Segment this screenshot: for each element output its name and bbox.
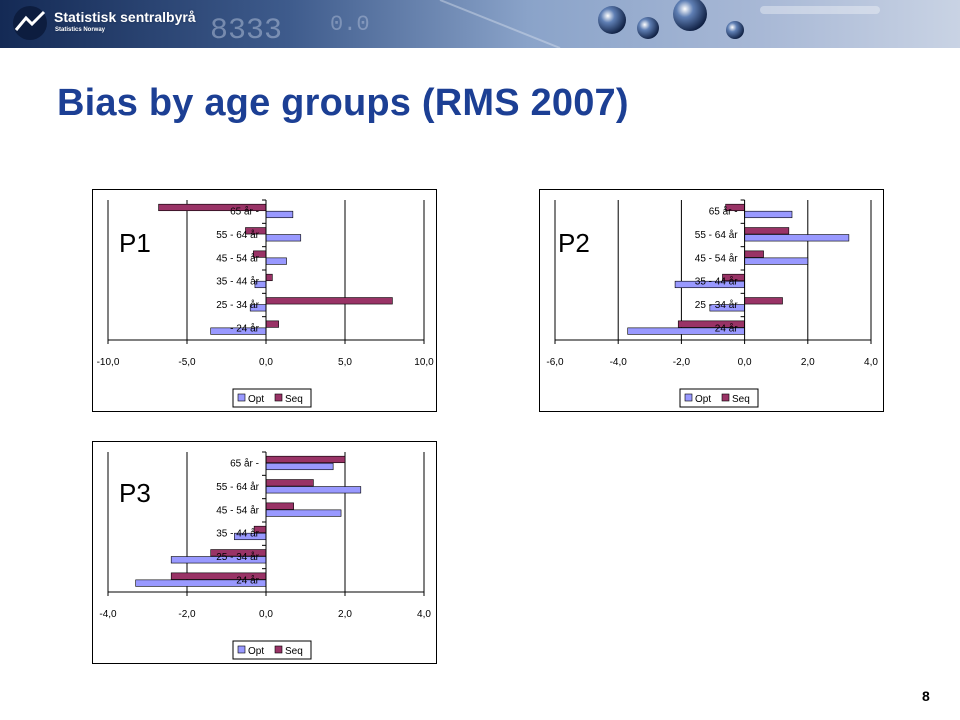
- legend-label: Seq: [285, 394, 303, 405]
- category-label: 35 - 44 år: [216, 276, 259, 288]
- bar: [265, 234, 302, 242]
- legend-box: [232, 640, 312, 660]
- chart-p3-svg: -4,0 -2,0 0,0 2,0 4,0 65 år - 55 - 64 år 45 - 5…: [99, 451, 431, 660]
- category-label: - 24 år: [230, 322, 260, 334]
- bar: [265, 479, 314, 487]
- plot-area: [555, 200, 871, 340]
- bar: [265, 455, 346, 464]
- bar: [744, 297, 783, 305]
- legend-swatch: [274, 645, 283, 654]
- x-tick-label: 2,0: [801, 357, 815, 368]
- bar: [265, 486, 362, 494]
- category-label: 24 år: [236, 574, 259, 586]
- svg-text:8333: 8333: [210, 14, 282, 48]
- category-label: 45 - 54 år: [216, 504, 259, 516]
- bar: [744, 227, 790, 235]
- x-tick-label: -10,0: [97, 357, 120, 368]
- chart-p3: -4,0 -2,0 0,0 2,0 4,0 65 år - 55 - 64 år 45 - 5…: [92, 441, 437, 664]
- legend-label: Opt: [695, 394, 711, 405]
- x-tick-label: -2,0: [673, 357, 691, 368]
- chart-p1-svg: -10,0 -5,0 0,0 5,0 10,0 65 år - 55 - 64 år 45 -…: [97, 199, 434, 408]
- svg-text:0.0: 0.0: [330, 12, 370, 37]
- page-title: Bias by age groups (RMS 2007): [57, 82, 629, 124]
- legend-label: Seq: [732, 394, 750, 405]
- logo-subtitle: Statistics Norway: [55, 27, 106, 33]
- x-tick-label: 10,0: [414, 357, 434, 368]
- bar: [265, 320, 279, 328]
- x-tick-label: -4,0: [610, 357, 628, 368]
- category-label: 25 - 34 år: [216, 551, 259, 563]
- bar: [265, 502, 294, 510]
- legend-label: Opt: [248, 394, 264, 405]
- panel-label-p1: P1: [119, 228, 151, 258]
- bar: [744, 234, 850, 242]
- legend-swatch: [684, 393, 693, 402]
- bar: [744, 257, 809, 265]
- bar: [744, 250, 764, 258]
- category-label: 55 - 64 år: [216, 481, 259, 493]
- category-label: 55 - 64 år: [216, 229, 259, 241]
- chart-p1: -10,0 -5,0 0,0 5,0 10,0 65 år - 55 - 64 år 45 -…: [92, 189, 437, 412]
- chart-p2: -6,0 -4,0 -2,0 0,0 2,0 4,0 65 år - 55 - 64 år 45…: [539, 189, 884, 412]
- header-banner: 8333 0.0: [0, 0, 960, 48]
- bar: [265, 297, 393, 305]
- panel-label-p3: P3: [119, 478, 151, 508]
- category-label: 25 - 34 år: [216, 299, 259, 311]
- category-label: 45 - 54 år: [216, 252, 259, 264]
- legend-swatch: [721, 393, 730, 402]
- legend-swatch: [274, 393, 283, 402]
- bar: [265, 509, 342, 517]
- x-tick-label: -5,0: [178, 357, 196, 368]
- category-label: 55 - 64 år: [695, 229, 738, 241]
- x-tick-label: -4,0: [99, 609, 117, 620]
- x-tick-label: 5,0: [338, 357, 352, 368]
- legend-label: Seq: [285, 646, 303, 657]
- category-label: 24 år: [715, 322, 738, 334]
- legend-box: [679, 388, 759, 408]
- category-label: 25 - 34 år: [695, 299, 738, 311]
- bar: [744, 210, 793, 219]
- x-tick-label: -2,0: [178, 609, 196, 620]
- x-tick-label: 4,0: [864, 357, 878, 368]
- x-tick-label: 0,0: [259, 609, 273, 620]
- x-tick-label: 0,0: [738, 357, 752, 368]
- panel-label-p2: P2: [558, 228, 590, 258]
- category-label: 65 år -: [230, 458, 259, 470]
- category-label: 45 - 54 år: [695, 252, 738, 264]
- x-tick-label: -6,0: [546, 357, 564, 368]
- category-label: 35 - 44 år: [695, 276, 738, 288]
- x-tick-label: 4,0: [417, 609, 431, 620]
- legend-swatch: [237, 393, 246, 402]
- bar: [265, 257, 287, 265]
- legend-swatch: [237, 645, 246, 654]
- category-label: 65 år -: [230, 206, 259, 218]
- x-tick-label: 2,0: [338, 609, 352, 620]
- legend-box: [232, 388, 312, 408]
- bar: [265, 273, 273, 282]
- legend-label: Opt: [248, 646, 264, 657]
- x-tick-label: 0,0: [259, 357, 273, 368]
- logo-icon: [13, 6, 47, 40]
- category-label: 65 år -: [709, 206, 738, 218]
- bar: [265, 462, 334, 471]
- chart-p2-svg: -6,0 -4,0 -2,0 0,0 2,0 4,0 65 år - 55 - 64 år 45…: [546, 199, 878, 408]
- category-label: 35 - 44 år: [216, 528, 259, 540]
- page-number: 8: [922, 688, 930, 704]
- logo-name: Statistisk sentralbyrå: [54, 9, 196, 25]
- bar: [265, 210, 294, 219]
